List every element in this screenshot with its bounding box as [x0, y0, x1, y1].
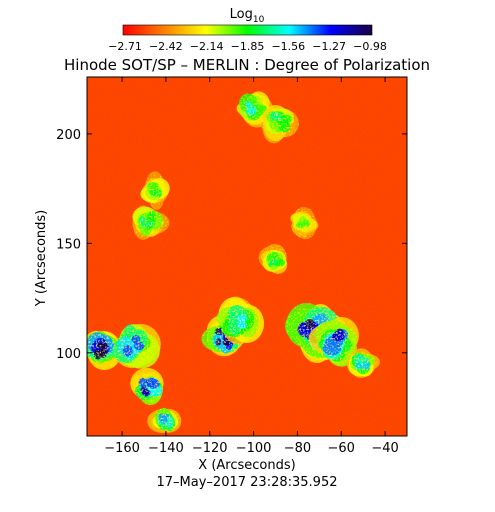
x-tick-label: −80: [284, 441, 311, 456]
heatmap-region: [97, 342, 108, 349]
x-axis: −160 −140 −120 −100 −80 −60 −40: [104, 77, 399, 456]
x-tick-label: −140: [148, 441, 184, 456]
heatmap-region: [141, 222, 147, 228]
x-tick-label: −100: [236, 441, 272, 456]
heatmap-region: [334, 328, 345, 341]
plot-frame: [86, 76, 408, 437]
heatmap-region: [147, 182, 159, 191]
heatmap-region: [305, 318, 315, 329]
heatmap-region: [249, 106, 258, 114]
heatmap-region: [237, 316, 246, 329]
heatmap-field: [87, 91, 381, 434]
heatmap-region: [298, 221, 307, 228]
x-tick-label: −120: [192, 441, 228, 456]
colorbar-tick-label: −0.98: [353, 40, 387, 53]
heatmap-region: [145, 377, 157, 388]
heatmap-region: [322, 340, 342, 356]
heatmap-region: [355, 362, 364, 369]
heatmap-region: [269, 260, 277, 266]
colorbar-tick-label: −2.14: [190, 40, 224, 53]
heatmap-region: [122, 345, 133, 357]
heatmap-region: [145, 221, 155, 227]
heatmap-region: [140, 385, 148, 393]
colorbar-ticks: −2.71 −2.42 −2.14 −1.85 −1.56 −1.27 −0.98: [108, 40, 387, 53]
heatmap: [87, 77, 407, 436]
colorbar-tick-label: −2.42: [149, 40, 183, 53]
heatmap-region: [134, 341, 145, 351]
heatmap-region: [156, 189, 162, 198]
timestamp: 17–May–2017 23:28:35.952: [157, 475, 338, 490]
x-axis-label: X (Arcseconds): [198, 458, 295, 473]
y-axis-label: Y (Arcseconds): [34, 210, 49, 307]
heatmap-region: [362, 363, 370, 371]
heatmap-region: [138, 377, 148, 388]
heatmap-region: [215, 338, 222, 346]
heatmap-region: [150, 189, 158, 196]
x-tick-label: −160: [104, 441, 140, 456]
colorbar: Log10 −2.71 −2.42 −2.14 −1.85 −1.56 −1.27 −0.9…: [108, 7, 387, 53]
colorbar-gradient: [122, 24, 373, 36]
y-axis: 100 150 200: [56, 128, 407, 362]
heatmap-speckle: [87, 77, 407, 436]
heatmap-region: [275, 112, 281, 120]
heatmap-region: [146, 211, 157, 225]
y-tick-label: 200: [56, 128, 81, 143]
heatmap-region: [157, 413, 165, 421]
heatmap-region: [131, 335, 141, 344]
plot-area: −160 −140 −120 −100 −80 −60 −40 100 150 200: [56, 76, 408, 456]
colorbar-tick-label: −1.27: [312, 40, 346, 53]
heatmap-region: [245, 102, 253, 108]
x-tick-label: −40: [371, 441, 398, 456]
y-tick-label: 150: [56, 237, 81, 252]
colorbar-tick-label: −1.85: [231, 40, 265, 53]
chart-title: Hinode SOT/SP – MERLIN : Degree of Polar…: [64, 56, 430, 74]
colorbar-title: Log10: [230, 7, 265, 25]
colorbar-tick-label: −2.71: [108, 40, 142, 53]
heatmap-region: [165, 416, 174, 428]
colorbar-tick-label: −1.56: [271, 40, 305, 53]
y-tick-label: 100: [56, 347, 81, 362]
x-tick-label: −60: [328, 441, 355, 456]
heatmap-region: [93, 349, 102, 360]
